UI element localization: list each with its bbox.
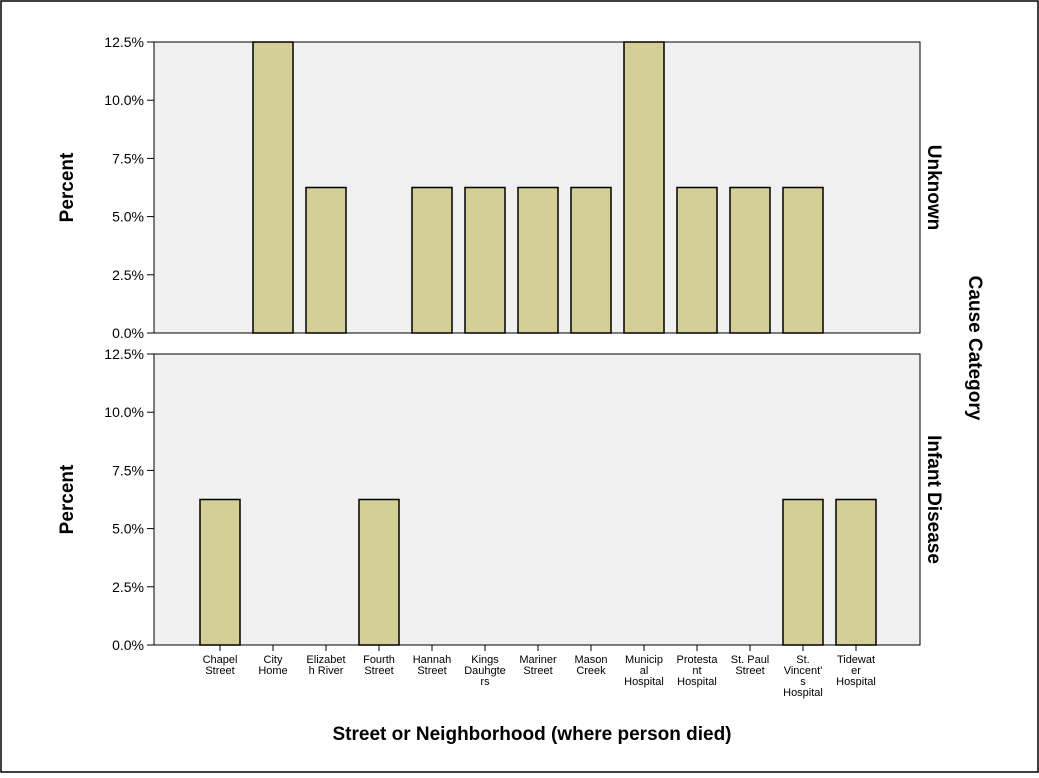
bar [411,186,453,334]
bar [358,498,400,646]
bar [729,186,771,334]
facet-label: Infant Disease [923,435,944,564]
x-tick-label: St. Paul Street [731,654,770,677]
y-tick-label: 0.0% [112,637,144,653]
facet-panel: 0.0% 2.5% 5.0% 7.5% 10.0% 12.5% Percent Infant … [57,346,944,653]
bar [570,186,612,334]
bar [464,186,506,334]
y-tick-label: 5.0% [112,521,144,537]
x-tick-label: Municip al Hospital [624,654,664,688]
y-tick-label: 12.5% [104,34,144,50]
x-tick-label: Kings Dauhgte rs [464,654,506,688]
y-axis-title: Percent [57,152,78,222]
x-tick-label: Protesta nt Hospital [677,654,719,688]
x-tick-label: Mariner Street [519,654,557,677]
x-tick-label: Elizabet h River [306,654,345,677]
x-tick-label: Mason Creek [574,654,607,677]
y-tick-label: 0.0% [112,325,144,341]
x-tick-label: Chapel Street [203,654,238,677]
x-tick-label: Tidewat er Hospital [836,654,876,688]
bar [782,186,824,334]
x-tick-label: Hannah Street [413,654,452,677]
y-tick-label: 10.0% [104,404,144,420]
bar [835,498,877,646]
x-tick-label: St. Vincent' s Hospital [783,654,823,699]
y-axis-title: Percent [57,464,78,534]
bar [252,41,294,334]
y-tick-label: 5.0% [112,209,144,225]
y-tick-label: 10.0% [104,92,144,108]
bar [199,498,241,646]
y-tick-label: 12.5% [104,346,144,362]
y-tick-label: 7.5% [112,462,144,478]
y-tick-label: 2.5% [112,267,144,283]
bar [623,41,665,334]
bar [305,186,347,334]
facet-label: Unknown [923,145,944,231]
facet-variable-title: Cause Category [964,276,985,421]
bar [782,498,824,646]
bar [676,186,718,334]
x-axis-title: Street or Neighborhood (where person die… [332,724,731,745]
y-tick-label: 2.5% [112,579,144,595]
bar [517,186,559,334]
y-tick-label: 7.5% [112,150,144,166]
x-tick-label: Fourth Street [363,654,395,677]
facet-panel: 0.0% 2.5% 5.0% 7.5% 10.0% 12.5% Percent Unknown [57,34,944,341]
x-tick-label: City Home [258,654,287,677]
